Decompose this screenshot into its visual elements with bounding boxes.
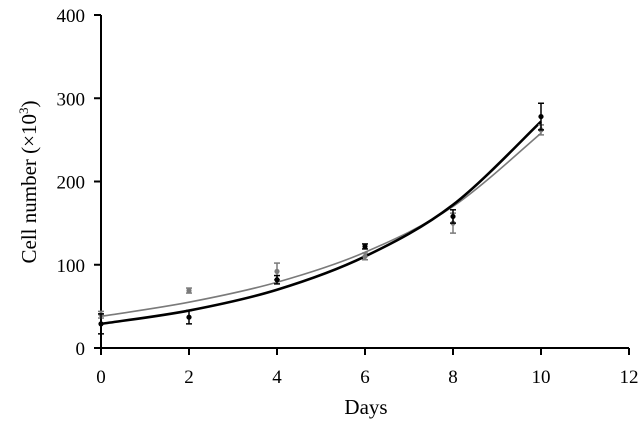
x-axis-label: Days bbox=[344, 395, 387, 419]
x-tick-label: 8 bbox=[448, 367, 458, 388]
data-point bbox=[362, 243, 368, 250]
data-point bbox=[274, 274, 280, 285]
data-point bbox=[186, 287, 192, 294]
data-point bbox=[186, 309, 192, 325]
y-axis-label-superscript: 3 bbox=[16, 108, 31, 115]
y-axis-label: Cell number (×103) bbox=[16, 101, 41, 264]
y-tick-label: 0 bbox=[76, 339, 86, 360]
data-point bbox=[98, 313, 104, 335]
y-tick-label: 200 bbox=[57, 173, 86, 194]
point-marker bbox=[274, 277, 280, 283]
point-marker bbox=[274, 268, 280, 275]
data-point bbox=[450, 209, 456, 224]
point-marker bbox=[362, 253, 368, 260]
data-points bbox=[98, 102, 544, 335]
axes: 0 2 4 6 8 10 12 0 100 200 300 400 bbox=[57, 6, 639, 388]
x-tick-label: 12 bbox=[620, 367, 639, 388]
point-marker bbox=[186, 287, 192, 294]
point-marker bbox=[186, 314, 192, 320]
svg-text:Cell number (×103): Cell number (×103) bbox=[16, 101, 41, 264]
point-marker bbox=[450, 213, 456, 220]
point-marker bbox=[362, 243, 368, 250]
x-tick-label: 4 bbox=[272, 367, 282, 388]
fit-curve-0 bbox=[100, 120, 542, 326]
x-tick-label: 2 bbox=[184, 367, 194, 388]
point-marker bbox=[538, 113, 544, 120]
y-tick-label: 100 bbox=[57, 256, 86, 277]
x-tick-label: 0 bbox=[96, 367, 106, 388]
y-axis-label-main: Cell number (×10 bbox=[17, 114, 41, 263]
x-tick-label: 6 bbox=[360, 367, 370, 388]
x-tick-label: 10 bbox=[532, 367, 551, 388]
fit-curve-1 bbox=[100, 132, 542, 318]
point-marker bbox=[98, 321, 104, 327]
data-point bbox=[538, 102, 544, 131]
y-tick-label: 400 bbox=[57, 6, 86, 27]
y-axis-label-close: ) bbox=[17, 101, 41, 108]
y-tick-label: 300 bbox=[57, 89, 86, 110]
data-point bbox=[362, 252, 368, 261]
fit-curves bbox=[100, 120, 542, 326]
